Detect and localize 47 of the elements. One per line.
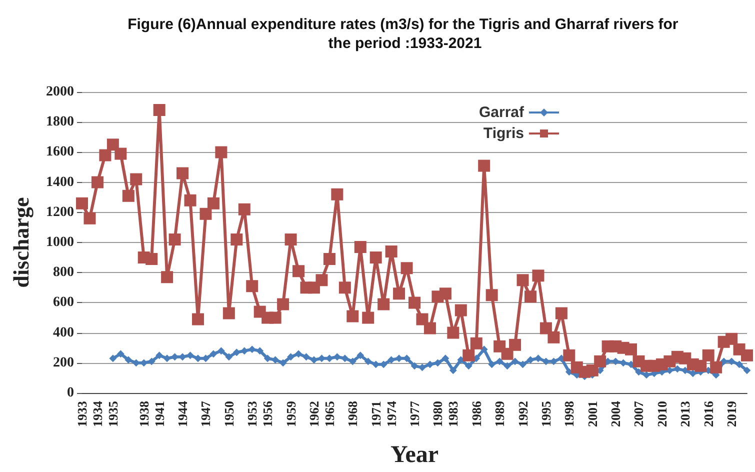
x-tick-label: 1995 [538, 400, 554, 427]
y-tick-label: 600 [53, 295, 74, 310]
x-tick-label: 1933 [74, 400, 90, 427]
x-tick-label: 1977 [407, 400, 422, 427]
x-tick-label: 2019 [724, 400, 740, 427]
x-tick-label: 2001 [584, 401, 600, 427]
x-tick-label: 1953 [244, 400, 260, 427]
x-tick-label: 1935 [105, 400, 120, 427]
x-tick-label: 2007 [631, 400, 646, 427]
x-tick-label: 1971 [368, 401, 384, 427]
y-tick-label: 1200 [46, 204, 74, 220]
x-axis-title: Year [390, 442, 439, 468]
y-tick-label: 1600 [46, 144, 74, 160]
x-tick-label: 1947 [198, 400, 214, 427]
x-tick-label: 1992 [515, 401, 530, 427]
y-tick-label: 200 [53, 355, 74, 370]
x-tick-label: 1998 [562, 400, 577, 427]
y-tick-label: 2000 [46, 84, 74, 100]
x-tick-label: 1965 [322, 400, 337, 427]
x-tick-label: 2013 [678, 400, 693, 427]
y-tick-label: 1400 [46, 174, 74, 190]
x-tick-label: 1950 [221, 401, 236, 427]
x-tick-label: 1989 [492, 400, 508, 427]
y-tick-label: 1000 [46, 235, 74, 250]
y-tick-label: 400 [53, 325, 74, 340]
x-tick-label: 1959 [283, 400, 298, 427]
x-tick-label: 1968 [345, 400, 360, 427]
x-tick-label: 1986 [468, 400, 484, 427]
y-tick-label: 1800 [46, 114, 74, 130]
legend-label: Garraf [478, 104, 525, 121]
x-tick-label: 1980 [430, 401, 446, 427]
y-axis-title: discharge [8, 197, 34, 288]
x-tick-label: 1983 [446, 400, 461, 427]
x-tick-label: 1941 [152, 401, 167, 427]
y-tick-label: 800 [53, 265, 74, 280]
x-tick-label: 1944 [175, 400, 190, 427]
legend-label: Tigris [483, 125, 524, 142]
x-tick-label: 1974 [384, 400, 399, 427]
x-tick-label: 2016 [700, 400, 716, 427]
x-tick-label: 1938 [136, 400, 152, 427]
y-tick-label: 0 [67, 386, 74, 400]
x-tick-label: 1962 [306, 401, 322, 427]
x-tick-label: 1934 [90, 400, 105, 427]
x-tick-label: 1956 [260, 400, 276, 427]
x-tick-label: 2004 [608, 400, 624, 427]
chart-title: Figure (6)Annual expenditure rates (m3/s) for the Tigris and Gharraf rivers for the period :1933-2021 [128, 16, 682, 52]
x-tick-label: 2010 [654, 401, 670, 427]
